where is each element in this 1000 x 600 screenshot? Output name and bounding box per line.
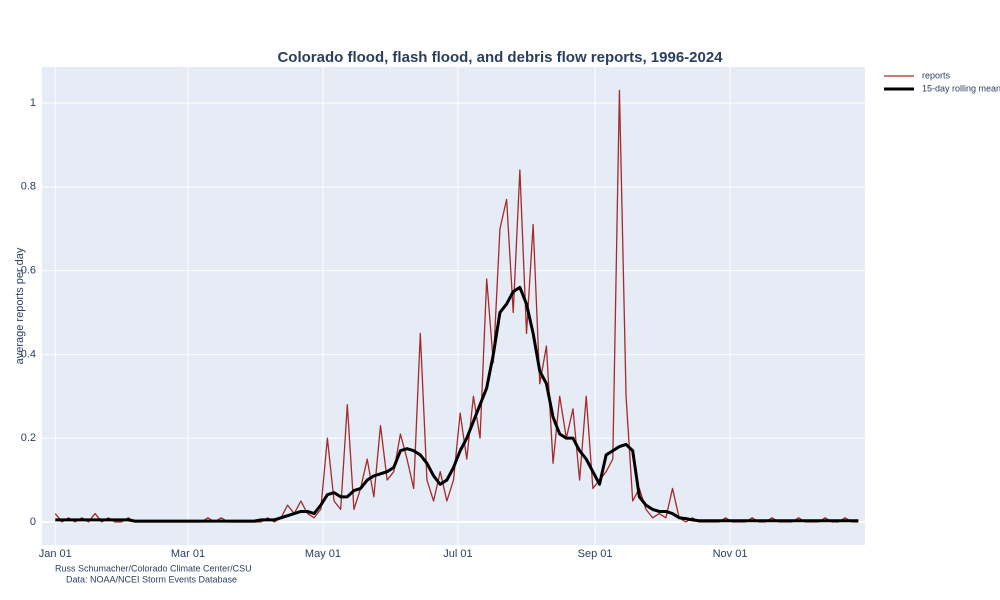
x-tick-label: Jan 01 (39, 548, 72, 560)
y-tick-label: 1 (30, 97, 36, 109)
plot-area (42, 67, 865, 545)
y-tick-label: 0 (30, 516, 36, 528)
x-tick-label: May 01 (305, 548, 341, 560)
y-tick-label: 0.2 (21, 432, 36, 444)
credit: Russ Schumacher/Colorado Climate Center/… (55, 563, 252, 573)
chart-title: Colorado flood, flash flood, and debris … (277, 49, 723, 66)
legend-label: 15-day rolling mean (922, 83, 1000, 93)
y-axis-label: average reports per day (14, 247, 26, 364)
line (55, 285, 859, 523)
x-tick-label: Jul 01 (443, 548, 472, 560)
y-tick-label: 0.6 (21, 265, 36, 277)
x-tick-label: Sep 01 (578, 548, 613, 560)
x-tick-label: Nov 01 (713, 548, 748, 560)
y-tick-label: 0.4 (21, 348, 36, 360)
x-tick-label: Mar 01 (171, 548, 205, 560)
legend-label: reports (922, 70, 951, 80)
y-tick-label: 0.8 (21, 181, 36, 193)
credit: Data: NOAA/NCEI Storm Events Database (66, 574, 237, 584)
